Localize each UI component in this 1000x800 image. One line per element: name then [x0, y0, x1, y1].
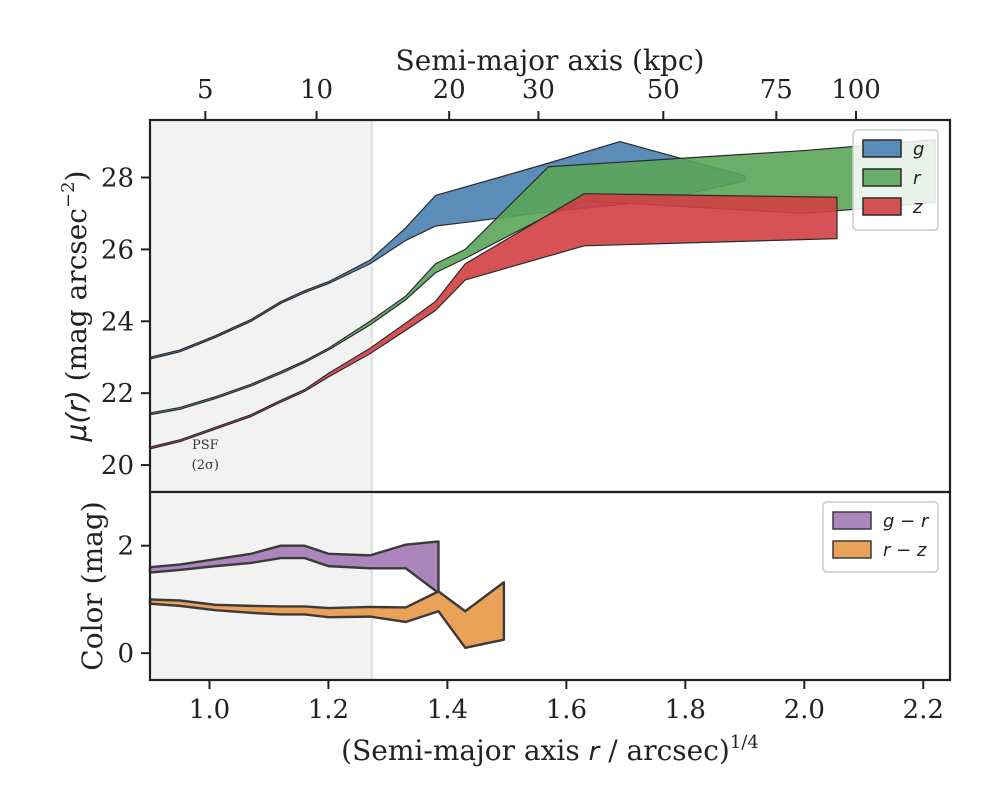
top-x-tick-label: 100: [831, 75, 881, 105]
x-tick-label: 1.0: [189, 695, 230, 725]
surface-brightness-panel: 20 22 24 26 28 grz 5 10 20 30 50 75 100 PSF (2σ): [101, 75, 952, 494]
bottom-axis-title: (Semi-major axis r / arcsec)1/4: [341, 732, 759, 767]
psf-region: [150, 120, 372, 492]
x-tick-label: 1.4: [427, 695, 468, 725]
top-x-tick-label: 30: [522, 75, 555, 105]
top-x-tick-label: 10: [300, 75, 333, 105]
x-tick-label: 2.0: [784, 695, 825, 725]
x-tick-label: 2.2: [903, 695, 944, 725]
top-x-tick-label: 20: [433, 75, 466, 105]
y-tick-label: 28: [101, 164, 134, 194]
top-axis-title: Semi-major axis (kpc): [396, 44, 705, 77]
psf-region: [150, 492, 372, 680]
plot-frame: [148, 490, 952, 682]
y-tick-label: 22: [101, 379, 134, 409]
top-y-axis-title: μ(r) (mag arcsec−2): [58, 171, 93, 443]
x-tick-label: 1.6: [546, 695, 587, 725]
top-x-tick-label: 75: [760, 75, 793, 105]
legend-swatch: [832, 511, 872, 530]
legend-swatch: [832, 540, 872, 559]
psf-label: PSF: [192, 438, 219, 453]
top-x-tick-label: 50: [647, 75, 680, 105]
y-tick-label: 24: [101, 307, 134, 337]
top-x-tick-label: 5: [197, 75, 214, 105]
legend-label: z: [912, 197, 923, 218]
y-tick-label: 26: [101, 235, 134, 265]
band-z: [149, 193, 838, 450]
y-tick-label: 0: [117, 639, 134, 669]
legend-swatch: [862, 197, 902, 216]
legend-swatch: [862, 139, 902, 158]
legend-label: r − z: [883, 540, 927, 561]
x-tick-label: 1.8: [665, 695, 706, 725]
y-tick-label: 2: [117, 532, 134, 562]
band-rz: [148, 581, 506, 649]
y-tick-label: 20: [101, 451, 134, 481]
x-tick-label: 1.2: [308, 695, 349, 725]
legend-label: g: [913, 139, 924, 160]
color-panel: 0 2 g − r r − z 1.0 1.2 1.4 1.6 1.8 2.0 2.2: [117, 490, 952, 725]
legend-label: g − r: [883, 511, 930, 532]
bottom-y-axis-title: Color (mag): [76, 501, 109, 670]
legend-label: r: [913, 168, 922, 189]
legend-swatch: [862, 168, 902, 187]
psf-label-sigma: (2σ): [192, 458, 219, 473]
